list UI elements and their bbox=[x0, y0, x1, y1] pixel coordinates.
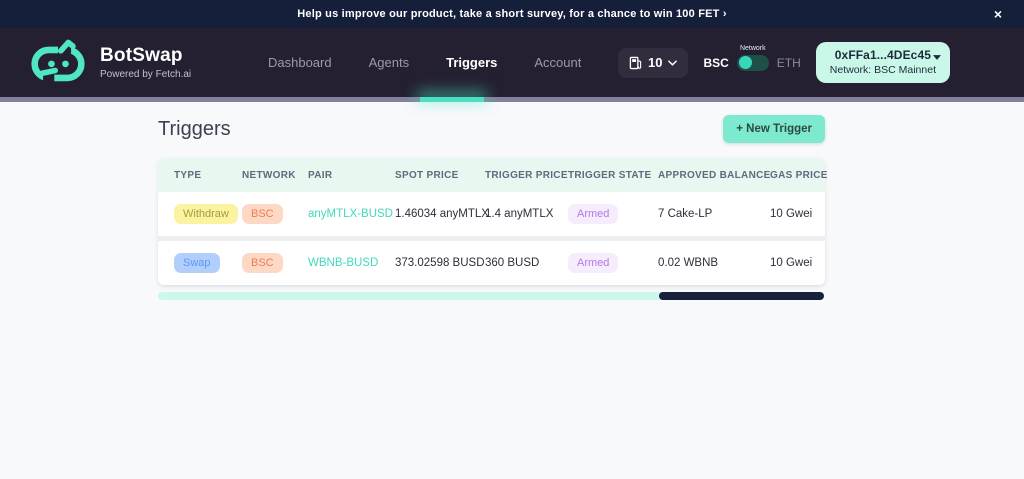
table-header-row: TYPE NETWORK PAIR SPOT PRICE TRIGGER PRI… bbox=[158, 158, 828, 192]
main-nav: Dashboard Agents Triggers Account bbox=[268, 55, 581, 70]
network-option-eth[interactable]: ETH bbox=[776, 55, 801, 70]
triggers-table: TYPE NETWORK PAIR SPOT PRICE TRIGGER PRI… bbox=[158, 158, 828, 285]
page-header: Triggers + New Trigger bbox=[158, 114, 825, 144]
new-trigger-button[interactable]: + New Trigger bbox=[723, 115, 825, 143]
wallet-network: Network: BSC Mainnet bbox=[829, 64, 936, 76]
survey-banner: Help us improve our product, take a shor… bbox=[0, 0, 1024, 28]
trigger-row: Swap BSC WBNB-BUSD 373.02598 BUSD 360 BU… bbox=[158, 241, 825, 285]
nav-divider bbox=[0, 97, 1024, 102]
trigger-state-badge: Armed bbox=[568, 253, 619, 273]
wallet-button[interactable]: 0xFFa1...4DEc45 Network: BSC Mainnet bbox=[815, 42, 950, 83]
nav-item-dashboard[interactable]: Dashboard bbox=[268, 55, 332, 70]
row-divider bbox=[158, 236, 825, 241]
brand-name: BotSwap bbox=[100, 45, 183, 66]
fuel-pump-icon bbox=[629, 56, 642, 69]
wallet-address: 0xFFa1...4DEc45 bbox=[834, 48, 931, 62]
network-toggle[interactable] bbox=[736, 54, 769, 71]
navbar: BotSwap Powered by Fetch.ai Dashboard Ag… bbox=[0, 28, 1024, 97]
navbar-controls: 10 BSC Network ETH 0xFFa1...4DEc45 Netwo… bbox=[617, 42, 950, 83]
spot-price-cell: 1.46034 anyMTLX bbox=[395, 208, 489, 220]
chevron-down-icon bbox=[668, 59, 678, 66]
approved-balance-cell: 0.02 WBNB bbox=[658, 257, 719, 269]
col-header-network: NETWORK bbox=[242, 169, 296, 181]
col-header-type: TYPE bbox=[174, 169, 202, 181]
network-toggle-label: Network bbox=[739, 44, 766, 52]
network-badge: BSC bbox=[242, 204, 283, 224]
trigger-price-cell: 1.4 anyMTLX bbox=[485, 208, 554, 220]
pair-cell: anyMTLX-BUSD bbox=[308, 208, 393, 220]
col-header-trigger-state: TRIGGER STATE bbox=[568, 169, 652, 181]
col-header-spot-price: SPOT PRICE bbox=[395, 169, 459, 181]
gas-price-value: 10 bbox=[647, 55, 663, 70]
gas-price-cell: 10 Gwei bbox=[770, 257, 813, 269]
gas-price-cell: 10 Gwei bbox=[770, 208, 813, 220]
col-header-gas-price: GAS PRICE bbox=[770, 169, 828, 181]
triggers-page: Triggers + New Trigger TYPE NETWORK PAIR… bbox=[158, 102, 828, 300]
trigger-row: Withdraw BSC anyMTLX-BUSD 1.46034 anyMTL… bbox=[158, 192, 825, 236]
spot-price-cell: 373.02598 BUSD bbox=[395, 257, 485, 269]
type-badge: Withdraw bbox=[174, 204, 238, 224]
network-option-bsc[interactable]: BSC bbox=[703, 55, 729, 70]
caret-down-icon bbox=[933, 55, 941, 60]
nav-item-account[interactable]: Account bbox=[534, 55, 582, 70]
brand-block: BotSwap Powered by Fetch.ai bbox=[100, 45, 204, 80]
approved-balance-cell: 7 Cake-LP bbox=[658, 208, 713, 220]
horizontal-scrollbar[interactable] bbox=[158, 292, 824, 300]
active-tab-indicator bbox=[420, 97, 484, 102]
col-header-approved-balance: APPROVED BALANCE bbox=[658, 169, 771, 181]
trigger-state-badge: Armed bbox=[568, 204, 619, 224]
close-icon[interactable]: × bbox=[993, 6, 1002, 22]
trigger-price-cell: 360 BUSD bbox=[485, 257, 540, 269]
type-badge: Swap bbox=[174, 253, 220, 273]
col-header-trigger-price: TRIGGER PRICE bbox=[485, 169, 568, 181]
page-title: Triggers bbox=[158, 117, 231, 140]
toggle-knob bbox=[738, 56, 752, 69]
nav-item-agents[interactable]: Agents bbox=[368, 55, 410, 70]
gas-price-selector[interactable]: 10 bbox=[617, 47, 689, 78]
scrollbar-thumb[interactable] bbox=[659, 292, 824, 300]
network-toggle-wrap: Network bbox=[736, 45, 769, 71]
col-header-pair: PAIR bbox=[308, 169, 333, 181]
brand-tagline: Powered by Fetch.ai bbox=[100, 69, 192, 80]
network-badge: BSC bbox=[242, 253, 283, 273]
pair-cell: WBNB-BUSD bbox=[308, 257, 379, 269]
network-switch-group: BSC Network ETH bbox=[703, 45, 801, 71]
robot-icon bbox=[31, 39, 85, 83]
nav-item-triggers[interactable]: Triggers bbox=[446, 55, 498, 70]
survey-link[interactable]: Help us improve our product, take a shor… bbox=[297, 8, 727, 20]
